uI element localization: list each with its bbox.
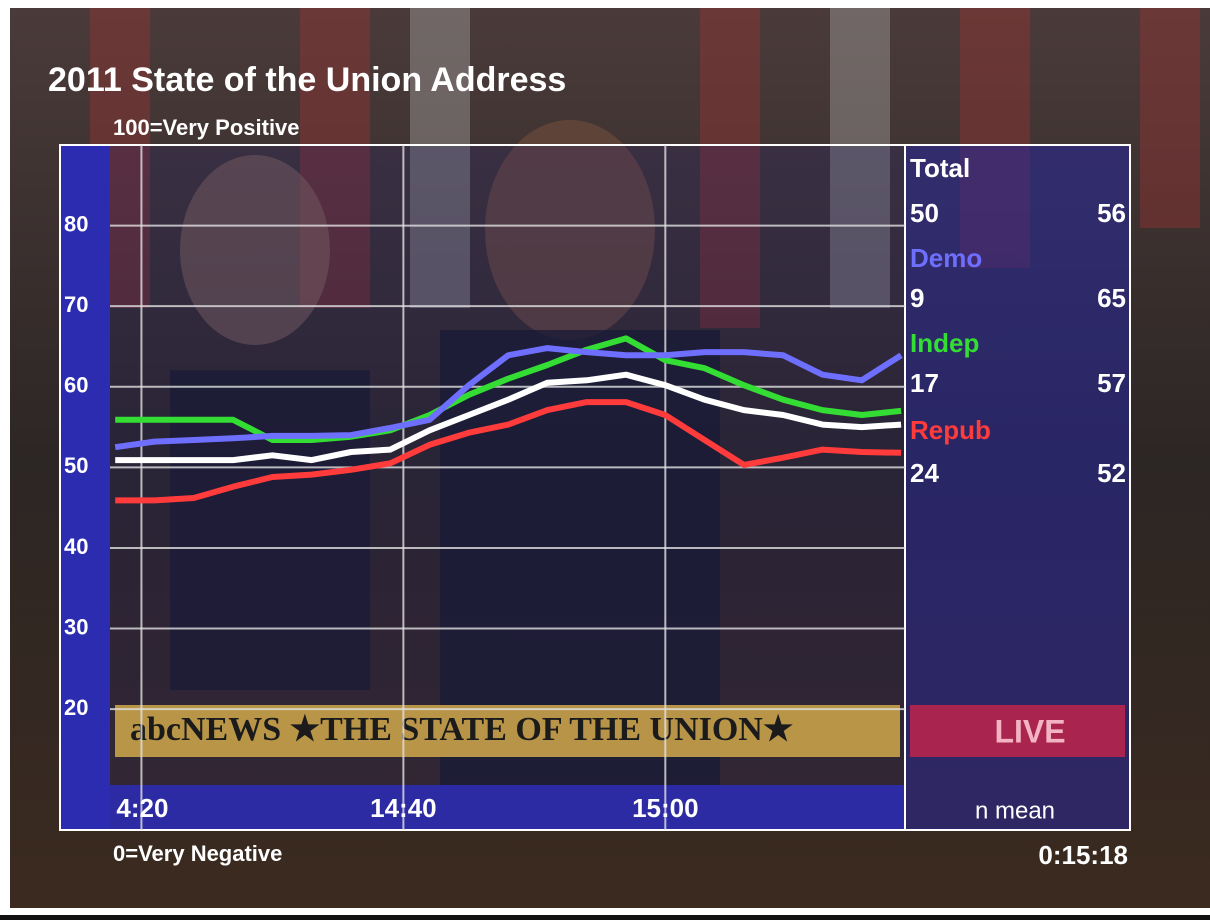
series-line xyxy=(115,335,902,443)
legend-name: Repub xyxy=(910,415,991,445)
bottom-label: 0=Very Negative xyxy=(113,841,282,866)
legend-n: 9 xyxy=(910,283,924,313)
legend-name: Total xyxy=(910,153,970,183)
series-line xyxy=(115,371,902,464)
banner-text: abcNEWS ★THE STATE OF THE UNION★ xyxy=(130,711,793,748)
chart-border xyxy=(59,144,1131,831)
legend-mean: 52 xyxy=(1097,458,1126,488)
legend-header: n mean xyxy=(975,797,1055,824)
y-axis-bar xyxy=(60,145,110,830)
legend-name: Indep xyxy=(910,328,979,358)
person-left xyxy=(180,155,330,345)
legend-n: 17 xyxy=(910,368,939,398)
grid xyxy=(110,145,905,830)
x-tick-label: 15:00 xyxy=(632,793,699,823)
top-label: 100=Very Positive xyxy=(113,115,300,140)
y-tick-label: 70 xyxy=(64,292,88,317)
y-tick-label: 80 xyxy=(64,211,88,236)
person-left-suit xyxy=(170,370,370,690)
y-tick-label: 20 xyxy=(64,695,88,720)
y-tick-label: 60 xyxy=(64,373,88,398)
y-tick-label: 50 xyxy=(64,453,88,478)
live-text: LIVE xyxy=(994,713,1065,749)
chart-title: 2011 State of the Union Address xyxy=(48,61,566,99)
legend-mean: 56 xyxy=(1097,198,1126,228)
legend-mean: 65 xyxy=(1097,283,1126,313)
y-tick-label: 40 xyxy=(64,534,88,559)
series-line xyxy=(114,345,903,451)
lines xyxy=(114,335,903,504)
timestamp: 0:15:18 xyxy=(1038,840,1128,870)
news-banner xyxy=(115,705,900,757)
legend-mean: 57 xyxy=(1097,368,1126,398)
legend-n: 50 xyxy=(910,198,939,228)
live-banner xyxy=(910,705,1125,757)
legend-name: Demo xyxy=(910,243,982,273)
x-tick-label: 4:20 xyxy=(116,793,168,823)
legend-n: 24 xyxy=(910,458,939,488)
x-axis-bar xyxy=(110,785,905,830)
series-line xyxy=(115,399,902,504)
x-tick-label: 14:40 xyxy=(370,793,437,823)
speaker-silhouette xyxy=(485,120,655,340)
y-tick-label: 30 xyxy=(64,614,88,639)
flag-stripes xyxy=(90,8,1200,328)
